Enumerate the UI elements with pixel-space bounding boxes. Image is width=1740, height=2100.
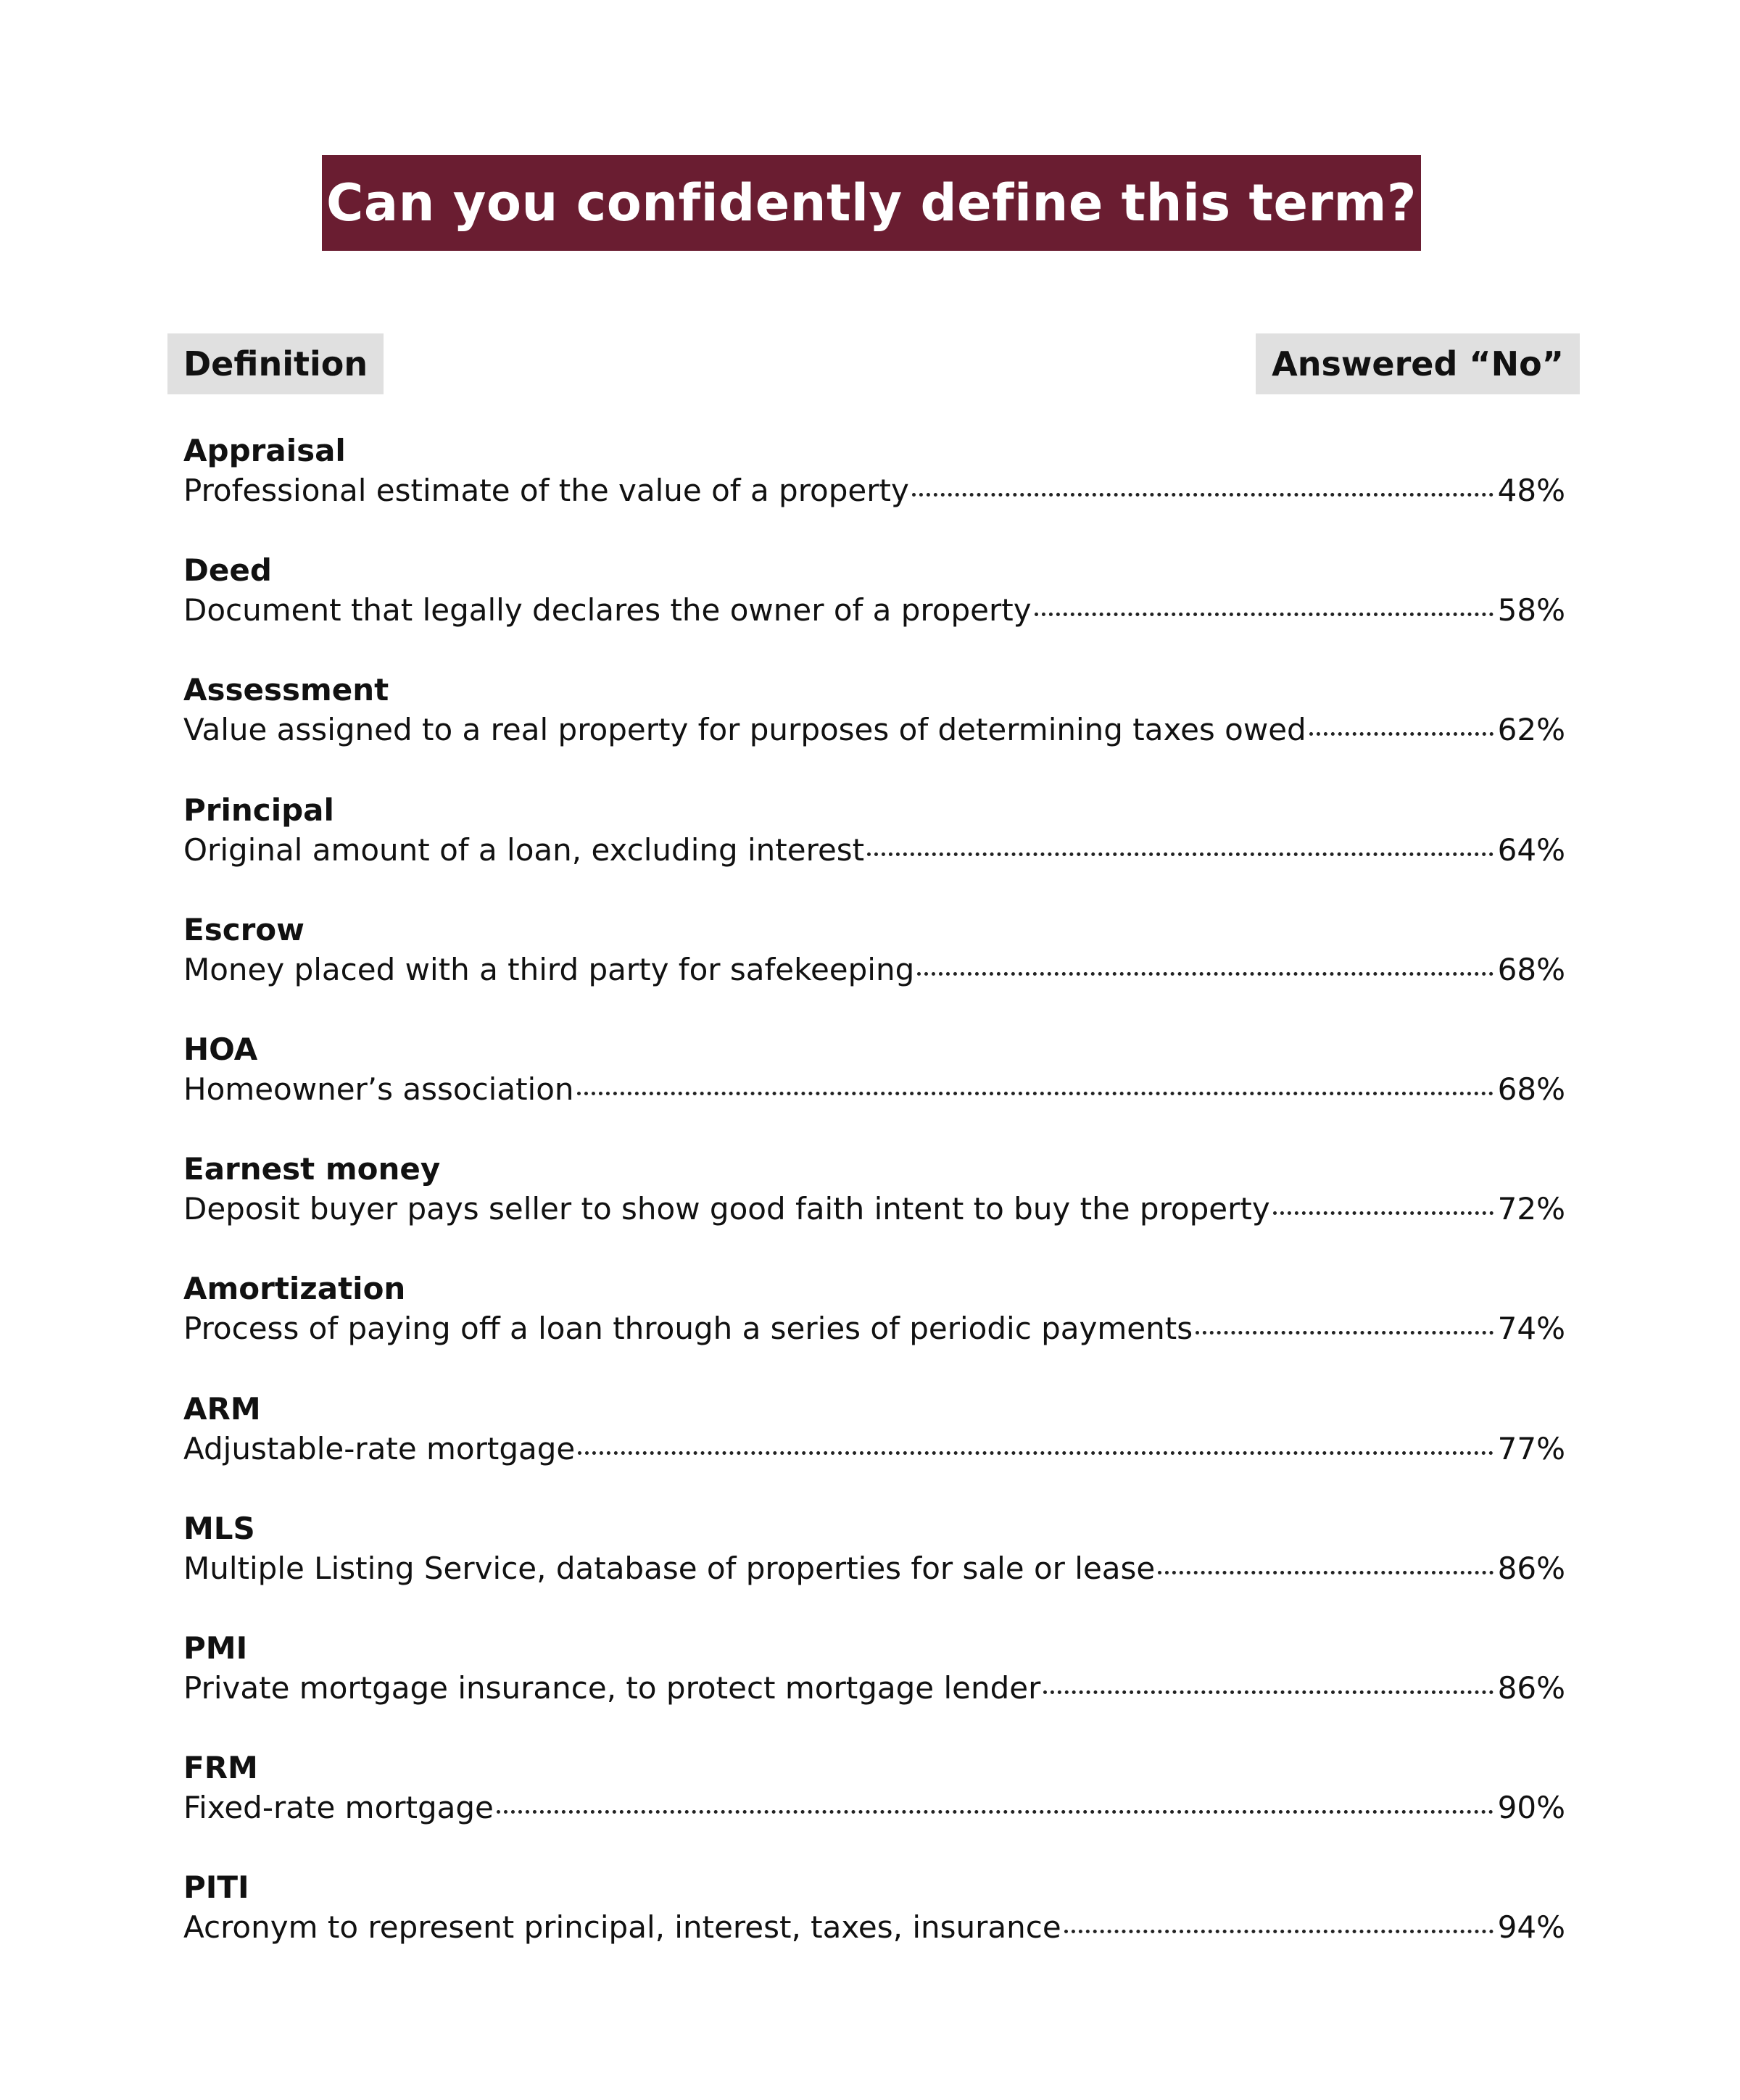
- dot-leader: [578, 1451, 1494, 1455]
- term-name: Appraisal: [183, 433, 346, 468]
- list-item: Appraisal Professional estimate of the v…: [183, 429, 1565, 549]
- answered-no-percent: 48%: [1497, 473, 1565, 508]
- definition-row: Homeowner’s association 68%: [183, 1070, 1565, 1109]
- answered-no-percent: 58%: [1497, 592, 1565, 628]
- definition-row: Private mortgage insurance, to protect m…: [183, 1669, 1565, 1708]
- term-definition: Value assigned to a real property for pu…: [183, 712, 1306, 748]
- answered-no-percent: 86%: [1497, 1669, 1565, 1706]
- answered-no-percent: 94%: [1497, 1909, 1565, 1946]
- definition-column-header: Definition: [167, 333, 384, 394]
- term-definition: Adjustable-rate mortgage: [183, 1430, 576, 1466]
- definition-row: Fixed-rate mortgage 90%: [183, 1788, 1565, 1827]
- list-item: ARM Adjustable-rate mortgage 77%: [183, 1387, 1565, 1507]
- definition-row: Document that legally declares the owner…: [183, 591, 1565, 630]
- term-name: ARM: [183, 1390, 261, 1427]
- dot-leader: [1272, 1211, 1494, 1216]
- definition-row: Process of paying off a loan through a s…: [183, 1309, 1565, 1348]
- list-item: Principal Original amount of a loan, exc…: [183, 789, 1565, 908]
- answered-no-column-header: Answered “No”: [1256, 333, 1580, 394]
- term-name: Deed: [183, 552, 272, 589]
- term-name: PMI: [183, 1630, 248, 1666]
- page-title: Can you confidently define this term?: [326, 173, 1417, 233]
- dot-leader: [867, 852, 1494, 856]
- dot-leader: [1309, 732, 1494, 736]
- term-name: FRM: [183, 1750, 258, 1786]
- term-definition: Document that legally declares the owner…: [183, 592, 1032, 628]
- list-item: Amortization Process of paying off a loa…: [183, 1267, 1565, 1387]
- definition-row: Professional estimate of the value of a …: [183, 471, 1565, 510]
- list-item: FRM Fixed-rate mortgage 90%: [183, 1746, 1565, 1866]
- list-item: Earnest money Deposit buyer pays seller …: [183, 1147, 1565, 1267]
- list-item: Escrow Money placed with a third party f…: [183, 908, 1565, 1028]
- dot-leader: [576, 1091, 1494, 1095]
- term-name: PITI: [183, 1869, 249, 1906]
- answered-no-percent: 90%: [1497, 1790, 1565, 1826]
- dot-leader: [1064, 1930, 1494, 1934]
- list-item: HOA Homeowner’s association 68%: [183, 1028, 1565, 1147]
- term-name: Escrow: [183, 911, 304, 947]
- answered-no-percent: 68%: [1497, 1071, 1565, 1107]
- definition-row: Acronym to represent principal, interest…: [183, 1908, 1565, 1947]
- answered-no-percent: 72%: [1497, 1191, 1565, 1227]
- answered-no-percent: 77%: [1497, 1430, 1565, 1466]
- list-item: PITI Acronym to represent principal, int…: [183, 1866, 1565, 1985]
- term-definition: Money placed with a third party for safe…: [183, 951, 915, 987]
- answered-no-percent: 74%: [1497, 1311, 1565, 1347]
- term-definition: Professional estimate of the value of a …: [183, 473, 909, 508]
- term-name: HOA: [183, 1031, 258, 1067]
- dot-leader: [496, 1810, 1494, 1814]
- answered-no-percent: 62%: [1497, 712, 1565, 748]
- list-item: Assessment Value assigned to a real prop…: [183, 668, 1565, 788]
- term-definition: Multiple Listing Service, database of pr…: [183, 1550, 1156, 1586]
- list-item: Deed Document that legally declares the …: [183, 549, 1565, 668]
- dot-leader: [917, 971, 1494, 976]
- term-name: Earnest money: [183, 1151, 441, 1187]
- term-name: Assessment: [183, 672, 389, 708]
- dot-leader: [911, 493, 1494, 497]
- definition-row: Original amount of a loan, excluding int…: [183, 831, 1565, 870]
- answered-no-percent: 64%: [1497, 831, 1565, 868]
- terms-list: Appraisal Professional estimate of the v…: [183, 429, 1565, 1985]
- term-name: Amortization: [183, 1271, 406, 1307]
- dot-leader: [1034, 613, 1494, 617]
- definition-row: Deposit buyer pays seller to show good f…: [183, 1190, 1565, 1229]
- definition-row: Money placed with a third party for safe…: [183, 950, 1565, 989]
- term-definition: Homeowner’s association: [183, 1071, 574, 1107]
- list-item: MLS Multiple Listing Service, database o…: [183, 1507, 1565, 1627]
- title-banner: Can you confidently define this term?: [322, 155, 1421, 251]
- term-definition: Fixed-rate mortgage: [183, 1790, 494, 1826]
- answered-no-percent: 68%: [1497, 951, 1565, 987]
- term-definition: Private mortgage insurance, to protect m…: [183, 1669, 1041, 1706]
- term-name: Principal: [183, 792, 334, 828]
- term-definition: Process of paying off a loan through a s…: [183, 1311, 1193, 1347]
- definition-row: Value assigned to a real property for pu…: [183, 710, 1565, 750]
- term-definition: Deposit buyer pays seller to show good f…: [183, 1191, 1270, 1227]
- term-name: MLS: [183, 1510, 255, 1546]
- definition-row: Multiple Listing Service, database of pr…: [183, 1549, 1565, 1588]
- dot-leader: [1196, 1331, 1494, 1335]
- dot-leader: [1158, 1570, 1494, 1574]
- term-definition: Original amount of a loan, excluding int…: [183, 831, 865, 868]
- definition-row: Adjustable-rate mortgage 77%: [183, 1429, 1565, 1469]
- list-item: PMI Private mortgage insurance, to prote…: [183, 1627, 1565, 1746]
- term-definition: Acronym to represent principal, interest…: [183, 1909, 1061, 1946]
- answered-no-percent: 86%: [1497, 1550, 1565, 1586]
- dot-leader: [1043, 1690, 1494, 1694]
